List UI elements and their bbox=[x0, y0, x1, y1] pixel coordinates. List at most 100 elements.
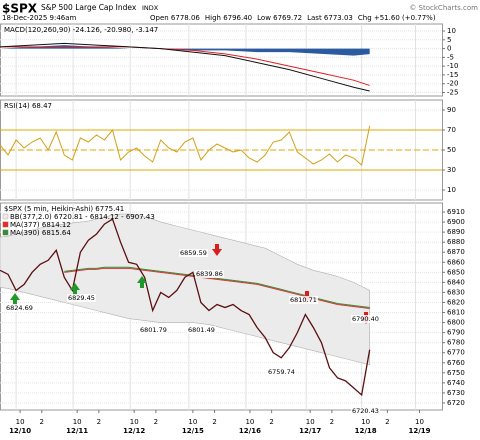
y-tick-label: 6910 bbox=[447, 208, 465, 216]
x-tick-label: 2 bbox=[385, 418, 389, 426]
series-line bbox=[64, 266, 370, 309]
quote-item: Last 6773.03 bbox=[307, 14, 353, 22]
y-tick-label: 6810 bbox=[447, 309, 465, 317]
x-tick-label: 10 bbox=[188, 418, 197, 426]
annotation-bg bbox=[195, 270, 224, 278]
datetime: 18-Dec-2025 9:46am bbox=[2, 14, 77, 22]
legend-swatch bbox=[2, 229, 9, 236]
y-tick-label: 50 bbox=[447, 146, 456, 154]
date-label: 12/18 bbox=[355, 427, 377, 435]
y-tick-label: 6780 bbox=[447, 339, 465, 347]
x-tick-label: 10 bbox=[16, 418, 25, 426]
price-annotation: 6839.86 bbox=[196, 270, 223, 278]
y-tick-label: -20 bbox=[447, 80, 458, 88]
y-tick-label: 30 bbox=[447, 166, 456, 174]
exchange: INDX bbox=[142, 4, 159, 12]
y-tick-label: 6770 bbox=[447, 349, 465, 357]
x-tick-label: 2 bbox=[97, 418, 101, 426]
x-tick-label: 2 bbox=[40, 418, 44, 426]
price-annotation: 6810.71 bbox=[290, 296, 317, 304]
y-tick-label: -10 bbox=[447, 62, 458, 70]
x-tick-label: 2 bbox=[212, 418, 216, 426]
annotation-bg bbox=[67, 294, 96, 302]
price-annotation: 6759.74 bbox=[268, 368, 295, 376]
y-tick-label: 6850 bbox=[447, 268, 465, 276]
annotation-bg bbox=[5, 304, 34, 312]
price-annotation: 6801.49 bbox=[188, 326, 215, 334]
y-tick-label: 6840 bbox=[447, 278, 465, 286]
y-tick-label: 6860 bbox=[447, 258, 465, 266]
legend-swatch bbox=[2, 221, 9, 228]
buy-arrow bbox=[70, 283, 80, 295]
legend-entry: $SPX (5 min, Heikin-Ashi) 6775.41 bbox=[4, 205, 124, 213]
price-annotation: 6824.69 bbox=[6, 304, 33, 312]
annotation-bg bbox=[179, 249, 208, 257]
buy-arrow bbox=[137, 276, 147, 288]
buy-arrow bbox=[10, 293, 20, 305]
y-tick-label: 6800 bbox=[447, 319, 465, 327]
price-annotation: 6790.40 bbox=[352, 315, 379, 323]
sell-arrow bbox=[212, 244, 222, 256]
date-label: 12/19 bbox=[408, 427, 430, 435]
series-line bbox=[64, 267, 370, 310]
x-tick-label: 10 bbox=[130, 418, 139, 426]
panel-frame bbox=[0, 23, 443, 97]
x-tick-label: 10 bbox=[245, 418, 254, 426]
annotation-bg bbox=[351, 315, 380, 323]
y-tick-label: 10 bbox=[447, 27, 456, 35]
panel-legend: RSI(14) 68.47 bbox=[4, 102, 52, 110]
y-tick-label: 6870 bbox=[447, 248, 465, 256]
series-line bbox=[0, 125, 371, 166]
legend-swatch bbox=[2, 213, 9, 220]
x-tick-label: 10 bbox=[306, 418, 315, 426]
y-tick-label: 6760 bbox=[447, 359, 465, 367]
legend-entry: BB(377,2.0) 6720.81 - 6814.12 - 6907.43 bbox=[10, 213, 155, 221]
annotation-bg bbox=[139, 326, 168, 334]
date-label: 12/10 bbox=[9, 427, 31, 435]
x-tick-label: 2 bbox=[269, 418, 273, 426]
y-tick-label: 6790 bbox=[447, 329, 465, 337]
price-annotation: 6829.45 bbox=[68, 294, 95, 302]
y-tick-label: 90 bbox=[447, 106, 456, 114]
y-tick-label: 6750 bbox=[447, 369, 465, 377]
annotation-bg bbox=[267, 368, 296, 376]
quote-item: High 6796.40 bbox=[205, 14, 252, 22]
y-tick-label: -15 bbox=[447, 71, 458, 79]
histogram-area bbox=[0, 45, 370, 56]
symbol: $SPX bbox=[2, 2, 38, 16]
date-label: 12/15 bbox=[182, 427, 204, 435]
quote-item: Open 6778.06 bbox=[150, 14, 200, 22]
index-name: S&P 500 Large Cap Index bbox=[41, 3, 137, 12]
panel-legend: MACD(120,260,90) -24.126, -20.980, -3.14… bbox=[4, 26, 158, 34]
quote-item: Chg +51.60 (+0.77%) bbox=[358, 14, 436, 22]
y-tick-label: -25 bbox=[447, 88, 458, 96]
annotation-bg bbox=[289, 296, 318, 304]
y-tick-label: 0 bbox=[447, 45, 451, 53]
x-tick-label: 10 bbox=[415, 418, 424, 426]
y-tick-label: 6740 bbox=[447, 379, 465, 387]
annotation-bg bbox=[187, 326, 216, 334]
date-label: 12/17 bbox=[299, 427, 321, 435]
y-tick-label: 10 bbox=[447, 186, 456, 194]
date-label: 12/16 bbox=[239, 427, 261, 435]
legend-entry: MA(390) 6815.64 bbox=[10, 229, 71, 237]
quote-item: Low 6769.72 bbox=[257, 14, 302, 22]
y-tick-label: 6730 bbox=[447, 389, 465, 397]
date-label: 12/11 bbox=[66, 427, 88, 435]
bollinger-band bbox=[0, 213, 370, 366]
y-tick-label: 6880 bbox=[447, 238, 465, 246]
x-tick-label: 10 bbox=[361, 418, 370, 426]
series-line bbox=[0, 46, 370, 86]
y-tick-label: 6820 bbox=[447, 298, 465, 306]
y-tick-label: 6900 bbox=[447, 218, 465, 226]
series-line bbox=[0, 42, 370, 92]
legend-entry: MA(377) 6814.12 bbox=[10, 221, 71, 229]
y-tick-label: 5 bbox=[447, 36, 451, 44]
y-tick-label: 70 bbox=[447, 126, 456, 134]
y-tick-label: -5 bbox=[447, 53, 454, 61]
date-label: 12/12 bbox=[123, 427, 145, 435]
price-annotation: 6801.79 bbox=[140, 326, 167, 334]
price-annotation: 6859.59 bbox=[180, 249, 207, 257]
series-line bbox=[0, 218, 371, 397]
